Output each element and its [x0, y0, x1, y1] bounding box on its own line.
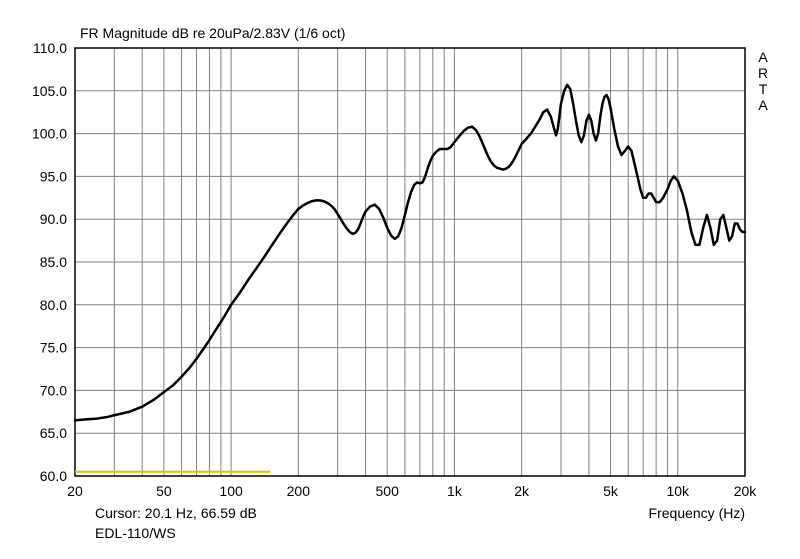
x-tick-label: 20 [67, 483, 83, 499]
y-tick-label: 100.0 [32, 126, 67, 142]
x-tick-label: 200 [287, 483, 311, 499]
y-tick-label: 90.0 [40, 211, 67, 227]
y-tick-label: 65.0 [40, 425, 67, 441]
frequency-response-chart: 60.0 65.0 70.0 75.0 80.0 85.0 90.0 95.0 100.0 105… [0, 0, 800, 559]
y-tick-label: 110.0 [33, 40, 67, 56]
x-tick-label: 10k [666, 483, 690, 499]
x-tick-label: 2k [514, 483, 530, 499]
y-tick-label: 75.0 [40, 340, 67, 356]
y-tick-label: 60.0 [40, 468, 67, 484]
x-tick-label: 20k [734, 483, 758, 499]
chart-title: FR Magnitude dB re 20uPa/2.83V (1/6 oct) [80, 25, 345, 41]
x-tick-label: 1k [447, 483, 463, 499]
cursor-readout: Cursor: 20.1 Hz, 66.59 dB [95, 505, 257, 521]
brand-label: R [758, 65, 768, 81]
x-tick-label: 100 [219, 483, 243, 499]
y-tick-label: 85.0 [40, 254, 67, 270]
y-tick-label: 70.0 [40, 382, 67, 398]
x-tick-label: 500 [376, 483, 400, 499]
chart-container: 60.0 65.0 70.0 75.0 80.0 85.0 90.0 95.0 100.0 105… [0, 0, 800, 559]
x-axis-label: Frequency (Hz) [649, 505, 745, 521]
x-tick-label: 5k [603, 483, 619, 499]
brand-label: A [758, 97, 768, 113]
x-tick-label: 50 [156, 483, 172, 499]
y-tick-label: 95.0 [40, 168, 67, 184]
brand-label: T [759, 81, 768, 97]
y-tick-label: 80.0 [40, 297, 67, 313]
y-tick-label: 105.0 [32, 83, 67, 99]
device-label: EDL-110/WS [95, 525, 176, 541]
brand-label: A [758, 49, 768, 65]
